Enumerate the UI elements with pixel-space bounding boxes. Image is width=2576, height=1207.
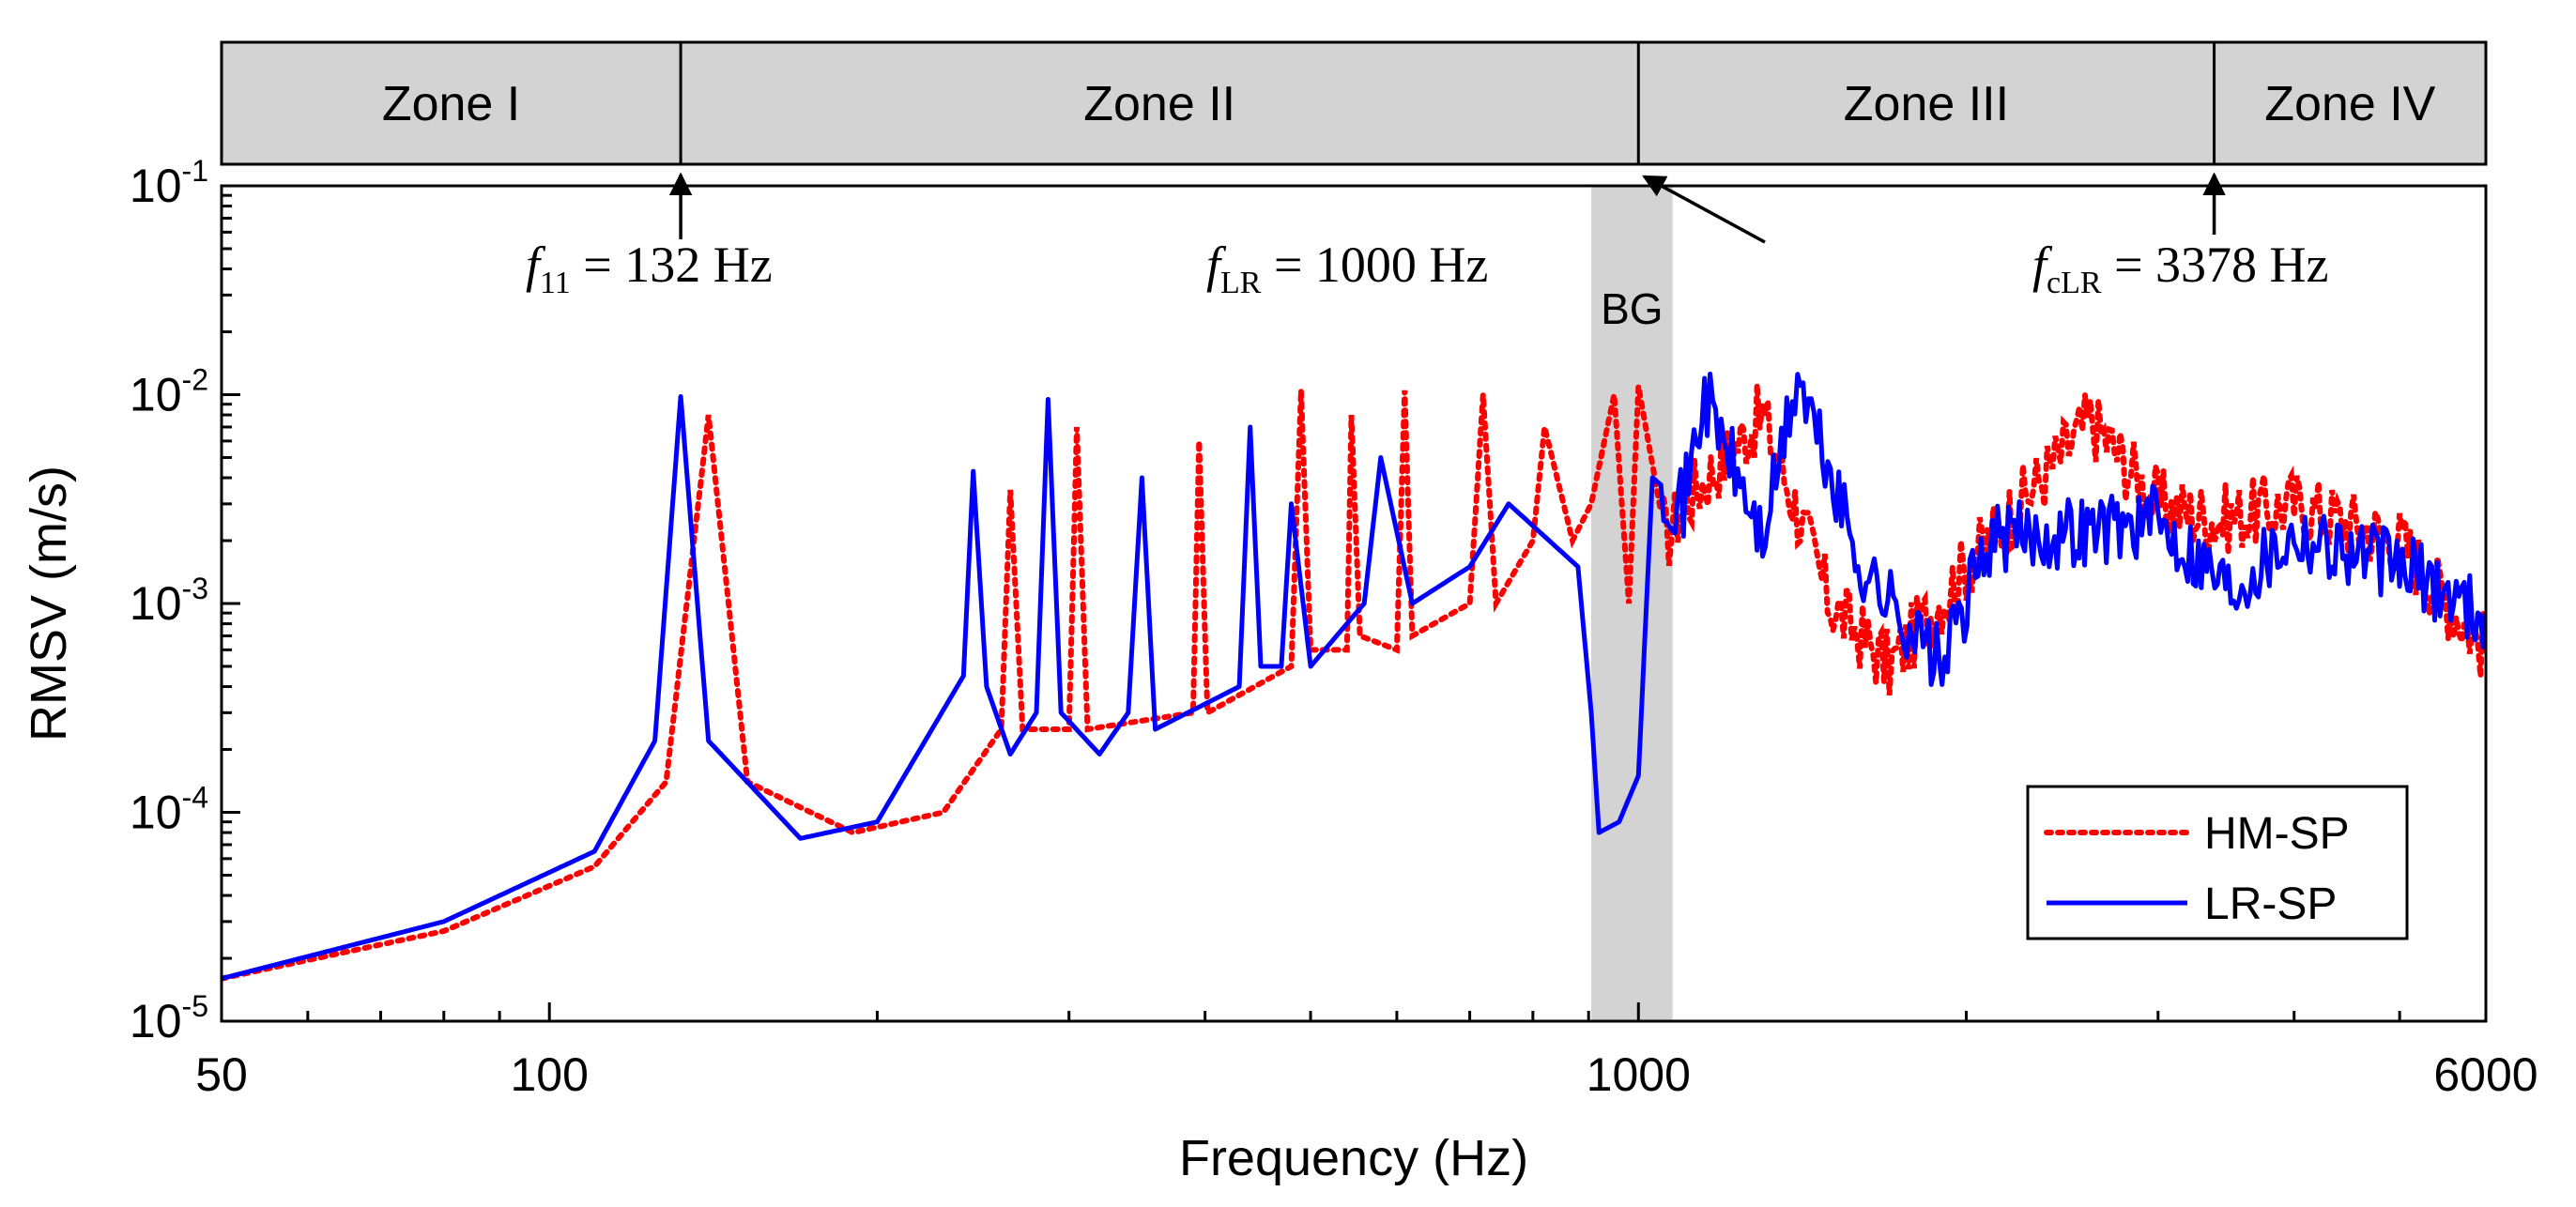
band-gap-label: BG <box>1601 284 1663 333</box>
x-tick-label: 6000 <box>2433 1048 2538 1101</box>
annotation-label: fLR = 1000 Hz <box>1206 237 1488 300</box>
zone-label: Zone I <box>382 77 520 131</box>
y-tick-label: 10-3 <box>130 572 208 630</box>
zone-label: Zone IV <box>2264 77 2435 131</box>
legend: HM-SP LR-SP <box>2026 785 2409 940</box>
x-axis-ticks: 50 100 1000 6000 <box>195 1002 2538 1101</box>
band-gap-region <box>1590 186 1673 1021</box>
x-tick-label: 1000 <box>1587 1048 1691 1101</box>
y-tick-label: 10-1 <box>130 154 208 212</box>
zone-label: Zone III <box>1844 77 2009 131</box>
zone-dividers <box>679 42 2216 164</box>
zone-labels: Zone I Zone II Zone III Zone IV <box>382 77 2436 131</box>
x-tick-label: 50 <box>195 1048 248 1101</box>
y-tick-label: 10-5 <box>130 989 208 1047</box>
zone-bar <box>220 40 2488 166</box>
y-axis-title: RMSV (m/s) <box>21 466 77 741</box>
frequency-annotations: f11 = 132 Hz fLR = 1000 Hz fcLR = 3378 Hz <box>526 172 2328 300</box>
legend-label-lr-sp: LR-SP <box>2204 879 2337 929</box>
annotation-arrow <box>1642 175 1766 244</box>
zone-label: Zone II <box>1083 77 1235 131</box>
legend-label-hm-sp: HM-SP <box>2204 809 2350 859</box>
annotation-label: fcLR = 3378 Hz <box>2032 237 2328 300</box>
series-line-hm-sp <box>222 384 2486 982</box>
annotation-label: f11 = 132 Hz <box>526 237 773 300</box>
y-tick-label: 10-4 <box>130 781 208 839</box>
x-axis-title: Frequency (Hz) <box>1179 1130 1528 1186</box>
legend-box <box>2026 785 2409 940</box>
y-tick-label: 10-2 <box>130 363 208 421</box>
x-tick-label: 100 <box>510 1048 588 1101</box>
series-line-lr-sp <box>222 372 2486 982</box>
y-axis-ticks: 10-5 10-4 10-3 10-2 10-1 <box>130 154 240 1047</box>
